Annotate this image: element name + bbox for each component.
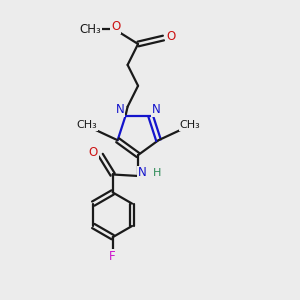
Text: F: F [110, 250, 116, 263]
Text: O: O [88, 146, 98, 159]
Text: O: O [111, 20, 120, 33]
Text: H: H [153, 168, 162, 178]
Text: CH₃: CH₃ [80, 22, 101, 36]
Text: N: N [138, 167, 147, 179]
Text: N: N [116, 103, 124, 116]
Text: N: N [152, 103, 161, 116]
Text: CH₃: CH₃ [179, 120, 200, 130]
Text: CH₃: CH₃ [76, 120, 97, 130]
Text: O: O [166, 30, 176, 43]
